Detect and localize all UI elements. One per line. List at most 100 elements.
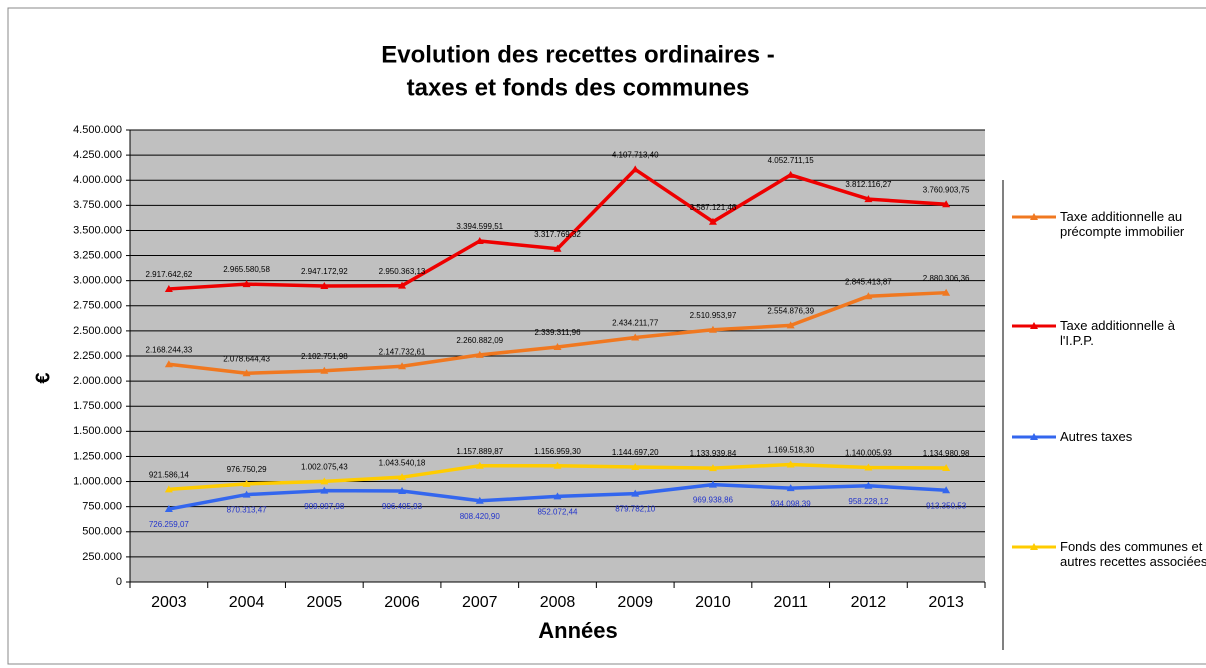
point-marker [320, 477, 329, 485]
point-marker [242, 280, 251, 288]
data-label: 808.420,90 [460, 512, 501, 521]
point-marker [708, 464, 717, 472]
data-label: 3.317.769,32 [534, 230, 581, 239]
legend-marker [1030, 322, 1038, 329]
y-tick-label: 1.750.000 [73, 400, 122, 412]
chart-title: taxes et fonds des communes [407, 74, 750, 101]
point-marker [942, 288, 951, 296]
point-marker [553, 461, 562, 469]
y-tick-label: 2.750.000 [73, 300, 122, 312]
point-marker [942, 200, 951, 208]
point-marker [631, 165, 640, 173]
x-tick-label: 2006 [384, 594, 420, 611]
data-label: 1.156.959,30 [534, 447, 581, 456]
data-label: 913.350,53 [926, 501, 967, 510]
point-marker [164, 505, 173, 513]
y-tick-label: 250.000 [82, 551, 122, 563]
y-tick-label: 3.000.000 [73, 275, 122, 287]
data-label: 2.845.413,87 [845, 277, 892, 286]
data-label: 2.102.751,98 [301, 352, 348, 361]
point-marker [398, 362, 407, 370]
point-marker [242, 490, 251, 498]
legend-marker [1030, 433, 1038, 440]
data-label: 3.760.903,75 [923, 185, 970, 194]
point-marker [864, 481, 873, 489]
point-marker [320, 281, 329, 289]
point-marker [242, 479, 251, 487]
data-label: 3.587.121,46 [690, 203, 737, 212]
y-tick-label: 500.000 [82, 526, 122, 538]
legend-marker [1030, 543, 1038, 550]
data-label: 2.168.244,33 [146, 345, 193, 354]
data-label: 879.782,10 [615, 505, 656, 514]
x-tick-label: 2003 [151, 594, 187, 611]
legend-label: Autres taxes [1060, 429, 1133, 444]
x-tick-label: 2010 [695, 594, 731, 611]
point-marker [320, 486, 329, 494]
x-tick-label: 2012 [851, 594, 887, 611]
y-tick-label: 2.000.000 [73, 375, 122, 387]
point-marker [398, 473, 407, 481]
y-tick-label: 1.250.000 [73, 450, 122, 462]
x-tick-label: 2013 [928, 594, 964, 611]
data-label: 969.938,86 [693, 496, 734, 505]
legend-label: Taxe additionnelle au précompte immobili… [1060, 209, 1185, 239]
point-marker [553, 492, 562, 500]
legend-label: Fonds des communes et autres recettes as… [1060, 539, 1206, 569]
data-label: 870.313,47 [227, 506, 268, 515]
y-tick-label: 2.500.000 [73, 325, 122, 337]
data-label: 852.072,44 [537, 508, 578, 517]
legend-marker [1030, 213, 1038, 220]
data-label: 976.750,29 [227, 465, 268, 474]
point-marker [242, 369, 251, 377]
x-tick-label: 2005 [307, 594, 343, 611]
point-marker [786, 484, 795, 492]
data-label: 2.434.211,77 [612, 319, 659, 328]
point-marker [786, 170, 795, 178]
data-label: 2.339.311,96 [534, 328, 581, 337]
point-marker [631, 489, 640, 497]
y-tick-label: 3.250.000 [73, 249, 122, 261]
point-marker [475, 461, 484, 469]
data-label: 2.260.882,09 [456, 336, 503, 345]
y-tick-label: 750.000 [82, 501, 122, 513]
point-marker [164, 360, 173, 368]
data-label: 921.586,14 [149, 471, 190, 480]
point-marker [320, 366, 329, 374]
y-tick-label: 2.250.000 [73, 350, 122, 362]
data-label: 1.169.518,30 [767, 446, 814, 455]
x-tick-label: 2008 [540, 594, 576, 611]
point-marker [708, 325, 717, 333]
data-label: 1.043.540,18 [379, 458, 426, 467]
y-tick-label: 0 [116, 576, 122, 588]
x-tick-label: 2011 [773, 594, 808, 611]
data-label: 3.394.599,51 [456, 222, 503, 231]
point-marker [708, 217, 717, 225]
data-label: 2.947.172,92 [301, 267, 348, 276]
point-marker [553, 244, 562, 252]
point-marker [398, 486, 407, 494]
data-label: 2.510.953,97 [690, 311, 737, 320]
data-label: 4.107.713,40 [612, 151, 659, 160]
point-marker [708, 480, 717, 488]
point-marker [164, 485, 173, 493]
x-tick-label: 2009 [617, 594, 653, 611]
point-marker [942, 486, 951, 494]
point-marker [475, 237, 484, 245]
point-marker [631, 333, 640, 341]
legend-label: Taxe additionnelle à l'I.P.P. [1060, 318, 1175, 348]
point-marker [398, 281, 407, 289]
data-label: 1.002.075,43 [301, 462, 348, 471]
data-label: 958.228,12 [848, 497, 889, 506]
y-axis-label: € [32, 372, 54, 383]
point-marker [631, 463, 640, 471]
chart-title: Evolution des recettes ordinaires - [381, 41, 774, 68]
point-marker [786, 460, 795, 468]
point-marker [475, 350, 484, 358]
y-tick-label: 3.500.000 [73, 224, 122, 236]
data-label: 906.405,93 [382, 502, 423, 511]
data-label: 2.965.580,58 [223, 265, 270, 274]
point-marker [475, 496, 484, 504]
y-tick-label: 4.500.000 [73, 124, 122, 136]
point-marker [164, 284, 173, 292]
